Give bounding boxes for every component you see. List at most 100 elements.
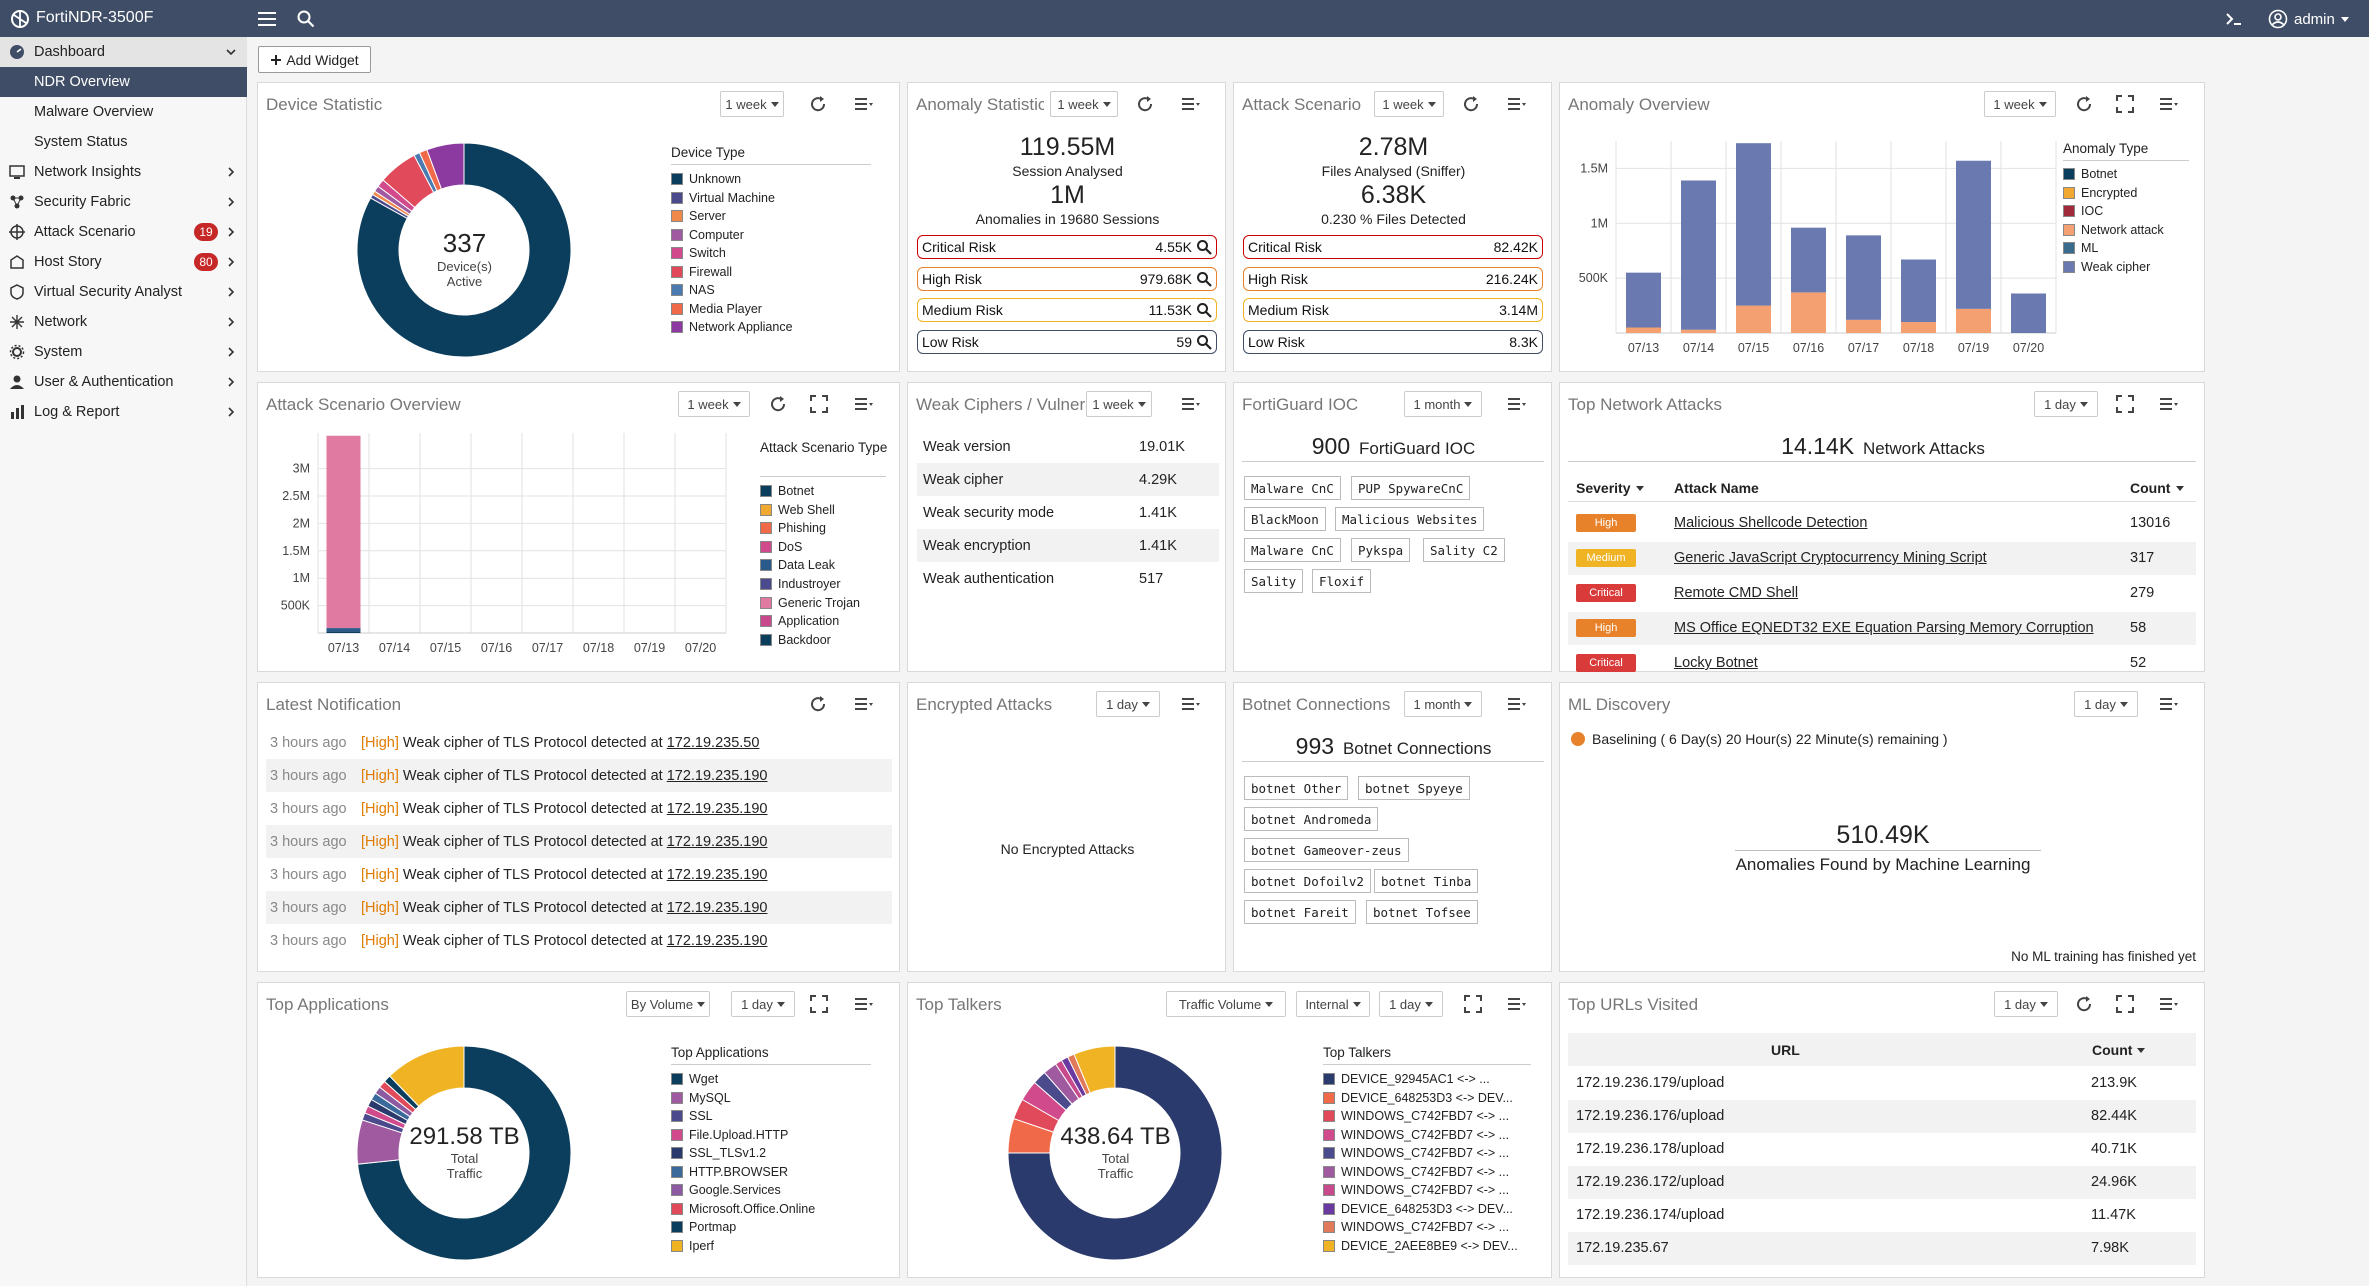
legend-item[interactable]: Firewall <box>671 265 732 279</box>
url-row[interactable]: 172.19.236.172/upload 24.96K <box>1568 1166 2196 1199</box>
widget-menu-icon[interactable] <box>2157 993 2179 1015</box>
refresh-icon[interactable] <box>767 393 789 415</box>
legend-item[interactable]: Botnet <box>760 484 814 498</box>
legend-item[interactable]: Unknown <box>671 172 741 186</box>
legend-item[interactable]: Data Leak <box>760 558 835 572</box>
weak-cipher-row[interactable]: Weak security mode 1.41K <box>917 496 1219 529</box>
time-range-dropdown[interactable]: 1 day <box>1994 991 2058 1017</box>
bar-segment[interactable] <box>1791 292 1826 333</box>
legend-item[interactable]: NAS <box>671 283 715 297</box>
notification-row[interactable]: 3 hours ago [High] Weak cipher of TLS Prot… <box>266 891 892 924</box>
refresh-icon[interactable] <box>807 693 829 715</box>
attack-name-link[interactable]: Remote CMD Shell <box>1674 585 1799 601</box>
donut-slice[interactable] <box>1008 1046 1223 1261</box>
attack-row[interactable]: High Malicious Shellcode Detection 13016 <box>1568 507 2196 540</box>
attack-row[interactable]: Critical Locky Botnet 52 <box>1568 647 2196 680</box>
critical-risk-row[interactable]: Critical Risk 4.55K <box>917 235 1217 259</box>
widget-menu-icon[interactable] <box>2157 93 2179 115</box>
botnet-tag[interactable]: botnet Fareit <box>1244 900 1356 924</box>
widget-menu-icon[interactable] <box>852 93 874 115</box>
count-column-header[interactable]: Count <box>2130 480 2185 496</box>
sidebar-item-network[interactable]: Network <box>0 307 247 337</box>
bar-segment[interactable] <box>1681 180 1716 330</box>
search-icon[interactable] <box>1196 271 1212 287</box>
bar-segment[interactable] <box>1846 319 1881 333</box>
time-range-dropdown[interactable]: 1 month <box>1404 391 1482 417</box>
fullscreen-icon[interactable] <box>808 993 830 1015</box>
botnet-tag[interactable]: botnet Tofsee <box>1366 900 1478 924</box>
legend-item[interactable]: DEVICE_648253D3 <-> DEV... <box>1323 1091 1513 1105</box>
add-widget-button[interactable]: Add Widget <box>258 46 371 73</box>
low-risk-row[interactable]: Low Risk 8.3K <box>1243 330 1543 354</box>
bar-segment[interactable] <box>1901 322 1936 333</box>
sidebar-item-virtual-security-analyst[interactable]: Virtual Security Analyst <box>0 277 247 307</box>
bar-segment[interactable] <box>1791 227 1826 293</box>
attack-row[interactable]: Critical Remote CMD Shell 279 <box>1568 577 2196 610</box>
medium-risk-row[interactable]: Medium Risk 3.14M <box>1243 298 1543 322</box>
legend-item[interactable]: SSL_TLSv1.2 <box>671 1146 766 1160</box>
legend-item[interactable]: WINDOWS_C742FBD7 <-> ... <box>1323 1109 1509 1123</box>
url-row[interactable]: 172.19.236.178/upload 40.71K <box>1568 1133 2196 1166</box>
legend-item[interactable]: IOC <box>2063 204 2103 218</box>
time-range-dropdown[interactable]: 1 week <box>720 91 784 117</box>
botnet-tag[interactable]: botnet Andromeda <box>1244 807 1379 831</box>
widget-menu-icon[interactable] <box>1505 393 1527 415</box>
time-range-dropdown[interactable]: 1 week <box>1050 91 1118 117</box>
legend-item[interactable]: Iperf <box>671 1239 714 1253</box>
bar-segment[interactable] <box>1626 327 1661 333</box>
refresh-icon[interactable] <box>1134 93 1156 115</box>
widget-menu-icon[interactable] <box>1179 693 1201 715</box>
time-range-dropdown[interactable]: 1 day <box>1379 991 1443 1017</box>
donut-slice[interactable] <box>388 1046 465 1107</box>
legend-item[interactable]: ML <box>2063 241 2098 255</box>
fullscreen-icon[interactable] <box>2114 393 2136 415</box>
attack-row[interactable]: High MS Office EQNEDT32 EXE Equation Pars… <box>1568 612 2196 645</box>
url-row[interactable]: 172.19.236.174/upload 11.47K <box>1568 1199 2196 1232</box>
widget-menu-icon[interactable] <box>1179 93 1201 115</box>
attack-name-column-header[interactable]: Attack Name <box>1674 480 1759 496</box>
notification-ip-link[interactable]: 172.19.235.190 <box>666 767 768 784</box>
fullscreen-icon[interactable] <box>2114 993 2136 1015</box>
sidebar-item-malware-overview[interactable]: Malware Overview <box>0 97 247 127</box>
hamburger-menu-icon[interactable] <box>255 7 279 31</box>
url-row[interactable]: 172.19.235.67 7.98K <box>1568 1232 2196 1265</box>
legend-item[interactable]: Web Shell <box>760 503 835 517</box>
legend-item[interactable]: SSL <box>671 1109 713 1123</box>
legend-item[interactable]: WINDOWS_C742FBD7 <-> ... <box>1323 1165 1509 1179</box>
widget-menu-icon[interactable] <box>1505 93 1527 115</box>
bar-segment[interactable] <box>326 628 361 632</box>
legend-item[interactable]: WINDOWS_C742FBD7 <-> ... <box>1323 1183 1509 1197</box>
legend-item[interactable]: Weak cipher <box>2063 260 2150 274</box>
sidebar-item-dashboard[interactable]: Dashboard <box>0 37 247 67</box>
legend-item[interactable]: DEVICE_2AEE8BE9 <-> DEV... <box>1323 1239 1518 1253</box>
time-range-dropdown[interactable]: 1 day <box>1096 691 1160 717</box>
legend-item[interactable]: WINDOWS_C742FBD7 <-> ... <box>1323 1128 1509 1142</box>
low-risk-row[interactable]: Low Risk 59 <box>917 330 1217 354</box>
cli-console-icon[interactable] <box>2222 7 2246 31</box>
sidebar-item-network-insights[interactable]: Network Insights <box>0 157 247 187</box>
bar-segment[interactable] <box>1626 272 1661 328</box>
legend-item[interactable]: Computer <box>671 228 744 242</box>
widget-menu-icon[interactable] <box>852 693 874 715</box>
time-range-dropdown[interactable]: 1 week <box>678 391 750 417</box>
botnet-tag[interactable]: botnet Gameover-zeus <box>1244 838 1409 862</box>
sidebar-item-security-fabric[interactable]: Security Fabric <box>0 187 247 217</box>
sidebar-item-system[interactable]: System <box>0 337 247 367</box>
legend-item[interactable]: Network Appliance <box>671 320 793 334</box>
legend-item[interactable]: Server <box>671 209 726 223</box>
time-range-dropdown[interactable]: 1 week <box>1374 91 1444 117</box>
high-risk-row[interactable]: High Risk 979.68K <box>917 267 1217 291</box>
time-range-dropdown[interactable]: 1 week <box>1086 391 1152 417</box>
bar-segment[interactable] <box>2011 293 2046 333</box>
notification-ip-link[interactable]: 172.19.235.190 <box>666 899 768 916</box>
legend-item[interactable]: Media Player <box>671 302 762 316</box>
notification-ip-link[interactable]: 172.19.235.50 <box>666 734 760 751</box>
time-range-dropdown[interactable]: 1 day <box>2074 691 2138 717</box>
legend-item[interactable]: DoS <box>760 540 802 554</box>
fullscreen-icon[interactable] <box>1462 993 1484 1015</box>
notification-row[interactable]: 3 hours ago [High] Weak cipher of TLS Prot… <box>266 924 892 957</box>
attack-name-link[interactable]: MS Office EQNEDT32 EXE Equation Parsing … <box>1674 620 2094 636</box>
refresh-icon[interactable] <box>2073 93 2095 115</box>
weak-cipher-row[interactable]: Weak version 19.01K <box>917 430 1219 463</box>
legend-item[interactable]: Generic Trojan <box>760 596 860 610</box>
